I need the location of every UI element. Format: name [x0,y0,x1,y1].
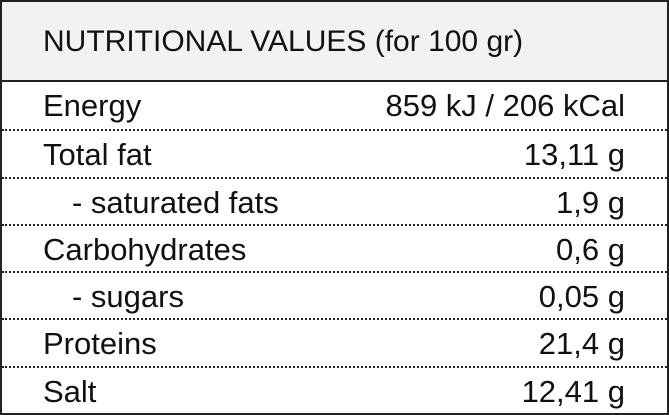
table-row: Proteins 21,4 g [2,318,667,365]
row-value: 0,05 g [538,279,625,315]
row-label: Energy [43,88,142,123]
row-value: 859 kJ / 206 kCal [385,88,625,123]
table-row: Energy 859 kJ / 206 kCal [2,82,667,129]
row-value: 13,11 g [523,137,625,173]
header-title: NUTRITIONAL VALUES (for 100 gr) [43,25,524,58]
row-label: Salt [43,373,97,409]
row-value: 21,4 g [538,326,625,362]
row-value: 1,9 g [556,184,625,220]
row-value: 12,41 g [521,373,625,409]
table-row: - saturated fats 1,9 g [2,176,667,224]
table-row: Salt 12,41 g [2,365,667,413]
row-label: Proteins [43,326,157,362]
table-row: Carbohydrates 0,6 g [2,223,667,271]
row-label: - saturated fats [72,184,279,220]
row-label: Total fat [43,137,152,173]
table-row: - sugars 0,05 g [2,271,667,318]
row-value: 0,6 g [556,231,625,267]
row-label: - sugars [72,279,184,315]
table-header: NUTRITIONAL VALUES (for 100 gr) [2,2,667,82]
table-row: Total fat 13,11 g [2,129,667,176]
row-label: Carbohydrates [43,231,247,267]
